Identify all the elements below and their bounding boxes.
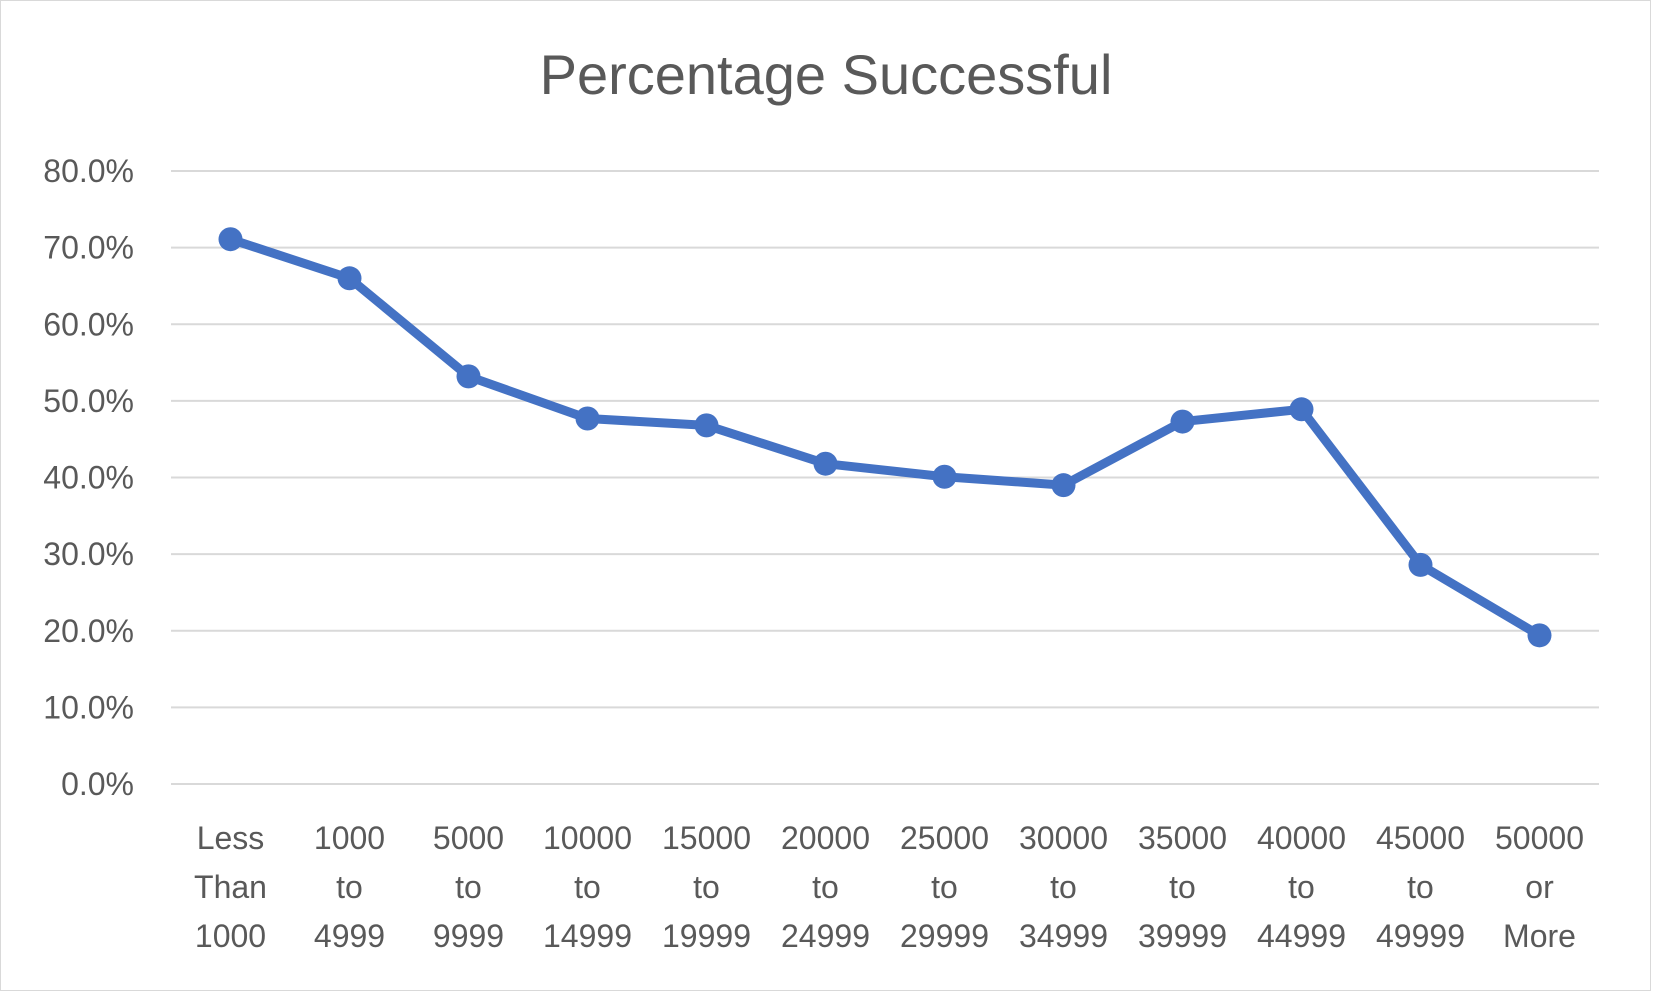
y-tick-label: 50.0% [43, 383, 134, 419]
x-tick-label-line: to [931, 869, 958, 905]
x-tick-label-line: 19999 [662, 918, 751, 954]
x-tick-label-line: 25000 [900, 820, 989, 856]
x-tick-label-line: 49999 [1376, 918, 1465, 954]
y-tick-label: 10.0% [43, 689, 134, 725]
y-axis-tick-labels: 0.0% 10.0% 20.0% 30.0% 40.0% 50.0% 60.0% 70.0% 8… [43, 153, 134, 802]
x-tick-label-line: Less [197, 820, 265, 856]
y-tick-label: 40.0% [43, 460, 134, 496]
x-tick-label: 20000 to 24999 [781, 820, 870, 954]
x-tick-label-line: 20000 [781, 820, 870, 856]
chart-title: Percentage Successful [540, 43, 1113, 106]
x-tick-label: 25000 to 29999 [900, 820, 989, 954]
y-tick-label: 60.0% [43, 306, 134, 342]
data-point [1527, 623, 1552, 648]
x-tick-label-line: 9999 [433, 918, 504, 954]
x-tick-label-line: 10000 [543, 820, 632, 856]
x-tick-label-line: 40000 [1257, 820, 1346, 856]
data-point [932, 464, 957, 489]
y-tick-label: 80.0% [43, 153, 134, 189]
x-tick-label-line: to [1169, 869, 1196, 905]
x-tick-label-line: 4999 [314, 918, 385, 954]
data-point [218, 227, 243, 252]
data-point [456, 364, 481, 389]
y-tick-label: 0.0% [61, 766, 134, 802]
x-tick-label-line: 5000 [433, 820, 504, 856]
x-tick-label-line: to [1407, 869, 1434, 905]
gridlines [171, 170, 1599, 785]
x-tick-label-line: to [455, 869, 482, 905]
x-tick-label-line: Than [194, 869, 267, 905]
x-tick-label-line: 44999 [1257, 918, 1346, 954]
x-tick-label-line: to [693, 869, 720, 905]
x-tick-label: 50000 or More [1495, 820, 1584, 954]
x-tick-label-line: 39999 [1138, 918, 1227, 954]
x-tick-label: 45000 to 49999 [1376, 820, 1465, 954]
x-tick-label-line: 35000 [1138, 820, 1227, 856]
y-tick-label: 30.0% [43, 536, 134, 572]
x-tick-label-line: 45000 [1376, 820, 1465, 856]
data-point [1408, 552, 1433, 577]
x-tick-label: 15000 to 19999 [662, 820, 751, 954]
data-point [813, 451, 838, 476]
series-layer [218, 227, 1552, 648]
x-tick-label-line: 34999 [1019, 918, 1108, 954]
data-point [694, 413, 719, 438]
data-point [1170, 409, 1195, 434]
x-tick-label-line: 24999 [781, 918, 870, 954]
x-tick-label: 40000 to 44999 [1257, 820, 1346, 954]
x-tick-label: Less Than 1000 [194, 820, 267, 954]
x-tick-label-line: to [1050, 869, 1077, 905]
x-tick-label-line: 14999 [543, 918, 632, 954]
x-tick-label-line: to [812, 869, 839, 905]
series-line [226, 234, 1544, 640]
x-tick-label-line: 30000 [1019, 820, 1108, 856]
x-tick-label-line: to [336, 869, 363, 905]
x-tick-label-line: 50000 [1495, 820, 1584, 856]
x-tick-label: 1000 to 4999 [314, 820, 385, 954]
x-tick-label-line: 1000 [314, 820, 385, 856]
x-tick-label-line: to [1288, 869, 1315, 905]
data-point [337, 266, 362, 291]
x-tick-label: 5000 to 9999 [433, 820, 504, 954]
x-tick-label: 10000 to 14999 [543, 820, 632, 954]
x-tick-label-line: 1000 [195, 918, 266, 954]
x-tick-label-line: to [574, 869, 601, 905]
data-point [1051, 473, 1076, 498]
x-tick-label: 30000 to 34999 [1019, 820, 1108, 954]
x-tick-label-line: 15000 [662, 820, 751, 856]
x-tick-label: 35000 to 39999 [1138, 820, 1227, 954]
data-point [1289, 397, 1314, 422]
y-tick-label: 70.0% [43, 230, 134, 266]
x-tick-label-line: More [1503, 918, 1576, 954]
x-tick-label-line: 29999 [900, 918, 989, 954]
data-point [575, 406, 600, 431]
y-tick-label: 20.0% [43, 613, 134, 649]
x-tick-label-line: or [1525, 869, 1554, 905]
